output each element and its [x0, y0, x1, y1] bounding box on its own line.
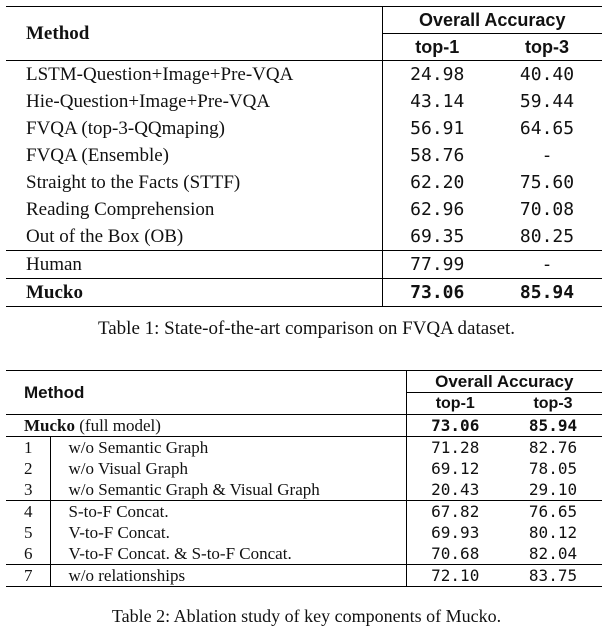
- table-row: Hie-Question+Image+Pre-VQA 43.14 59.44: [6, 88, 602, 115]
- row-desc: S-to-F Concat.: [50, 500, 407, 522]
- table-row: FVQA (Ensemble) 58.76 -: [6, 142, 602, 169]
- top1-cell: 77.99: [382, 250, 492, 279]
- row-id: 4: [6, 500, 51, 522]
- top3-cell: 85.94: [492, 278, 602, 306]
- row-desc: w/o Semantic Graph: [50, 436, 407, 458]
- top1-cell: 73.06: [406, 414, 504, 437]
- top3-cell: 40.40: [492, 60, 602, 88]
- top3-cell: 64.65: [519, 118, 575, 139]
- table2-header-group: Overall Accuracy: [435, 372, 574, 391]
- top3-cell: 70.08: [519, 199, 575, 220]
- table-1: Method Overall Accuracy top-1 top-3 LSTM…: [6, 6, 602, 307]
- top3-cell: 75.60: [519, 172, 575, 193]
- top3-cell: 29.10: [528, 480, 578, 499]
- method-cell: Hie-Question+Image+Pre-VQA: [6, 88, 383, 115]
- row-desc: w/o Semantic Graph & Visual Graph: [50, 479, 407, 501]
- method-cell: Straight to the Facts (STTF): [6, 169, 383, 196]
- top3-cell: 80.12: [528, 523, 578, 542]
- top1-cell: 71.28: [406, 436, 504, 458]
- top3-cell: 80.25: [519, 226, 575, 247]
- top1-cell: 58.76: [410, 145, 465, 166]
- table-row: 3 w/o Semantic Graph & Visual Graph 20.4…: [6, 479, 602, 501]
- top3-cell: 76.65: [504, 500, 603, 522]
- table-row: Reading Comprehension 62.96 70.08: [6, 196, 602, 223]
- method-cell: Reading Comprehension: [6, 196, 383, 223]
- method-cell: FVQA (Ensemble): [6, 142, 383, 169]
- top1-cell: 67.82: [406, 500, 504, 522]
- top1-cell: 73.06: [382, 278, 492, 306]
- table-row: 1 w/o Semantic Graph 71.28 82.76: [6, 436, 603, 458]
- top3-cell: 82.04: [528, 544, 578, 563]
- table-row: Straight to the Facts (STTF) 62.20 75.60: [6, 169, 602, 196]
- row-desc: w/o Visual Graph: [50, 458, 407, 479]
- method-cell: LSTM-Question+Image+Pre-VQA: [6, 60, 383, 88]
- table-row: Out of the Box (OB) 69.35 80.25: [6, 223, 602, 251]
- full-model-suffix: (full model): [75, 416, 161, 435]
- table1-caption: Table 1: State-of-the-art comparison on …: [97, 318, 516, 339]
- top1-cell: 24.98: [382, 60, 492, 88]
- table-row: 4 S-to-F Concat. 67.82 76.65: [6, 500, 603, 522]
- top1-cell: 72.10: [406, 564, 504, 586]
- table2-header-method: Method: [6, 371, 407, 415]
- top3-cell: 59.44: [519, 91, 575, 112]
- row-id: 7: [6, 564, 51, 586]
- ours-row: Mucko 73.06 85.94: [6, 278, 602, 306]
- top1-cell: 69.12: [431, 459, 480, 478]
- top1-cell: 70.68: [431, 544, 480, 563]
- table1-header-top3: top-3: [492, 33, 602, 61]
- row-desc: w/o relationships: [50, 564, 407, 586]
- row-id: 3: [6, 479, 51, 501]
- method-cell: FVQA (top-3-QQmaping): [6, 115, 383, 142]
- top1-cell: 56.91: [410, 118, 465, 139]
- table-row: 2 w/o Visual Graph 69.12 78.05: [6, 458, 602, 479]
- human-row: Human 77.99 -: [6, 250, 602, 279]
- full-model-cell: Mucko (full model): [6, 414, 407, 437]
- method-cell: Out of the Box (OB): [6, 223, 383, 251]
- top1-cell: 69.35: [410, 226, 465, 247]
- row-id: 1: [6, 436, 51, 458]
- top3-cell: -: [541, 145, 553, 166]
- top1-cell: 62.20: [410, 172, 465, 193]
- row-desc: V-to-F Concat. & S-to-F Concat.: [50, 543, 407, 565]
- table2-header-top3: top-3: [504, 392, 603, 415]
- table1-header-method: Method: [6, 7, 383, 61]
- table-row: 5 V-to-F Concat. 69.93 80.12: [6, 522, 602, 543]
- top3-cell: 83.75: [504, 564, 603, 586]
- row-id: 2: [6, 458, 51, 479]
- row-desc: V-to-F Concat.: [50, 522, 407, 543]
- row-id: 6: [6, 543, 51, 565]
- method-cell: Mucko: [6, 278, 383, 306]
- table-row: FVQA (top-3-QQmaping) 56.91 64.65: [6, 115, 602, 142]
- table-2: Method Overall Accuracy top-1 top-3 Muck…: [6, 370, 603, 587]
- row-id: 5: [6, 522, 51, 543]
- table-row: 6 V-to-F Concat. & S-to-F Concat. 70.68 …: [6, 543, 602, 565]
- top1-cell: 20.43: [431, 480, 480, 499]
- table2-caption: Table 2: Ablation study of key component…: [111, 606, 502, 626]
- table-row: 7 w/o relationships 72.10 83.75: [6, 564, 603, 586]
- top3-cell: 82.76: [504, 436, 603, 458]
- table1-header-group: Overall Accuracy: [419, 10, 566, 30]
- method-cell: Human: [6, 250, 383, 279]
- top1-cell: 69.93: [431, 523, 480, 542]
- table2-header-top1: top-1: [406, 392, 504, 415]
- full-model-row: Mucko (full model) 73.06 85.94: [6, 414, 603, 437]
- table-row: LSTM-Question+Image+Pre-VQA 24.98 40.40: [6, 60, 602, 88]
- table1-header-top1: top-1: [382, 33, 492, 61]
- top1-cell: 62.96: [410, 199, 465, 220]
- full-model-name: Mucko: [24, 416, 75, 435]
- top3-cell: 85.94: [504, 414, 603, 437]
- top3-cell: -: [492, 250, 602, 279]
- top3-cell: 78.05: [528, 459, 578, 478]
- top1-cell: 43.14: [410, 91, 465, 112]
